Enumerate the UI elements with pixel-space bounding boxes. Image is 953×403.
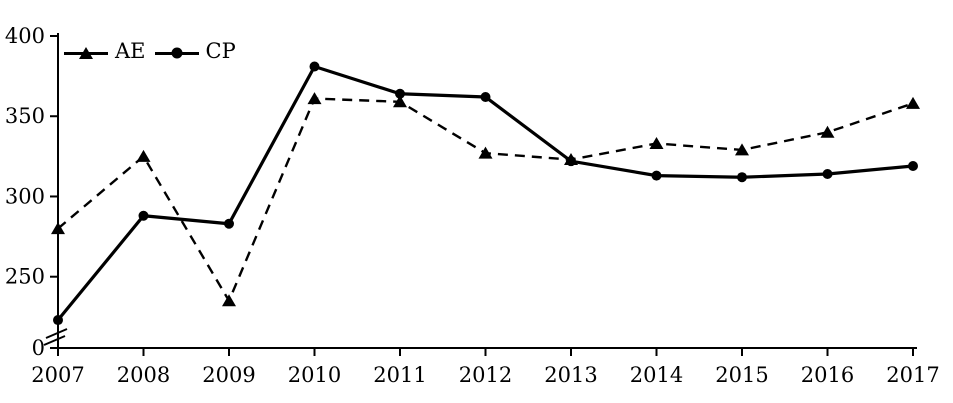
x-tick-label: 2009 — [202, 363, 255, 387]
x-tick-label: 2016 — [801, 363, 854, 387]
y-tick-label: 300 — [5, 184, 45, 208]
ae-marker — [222, 294, 236, 307]
circle-marker-icon — [171, 47, 182, 58]
axis-break-mark — [43, 335, 66, 346]
x-tick-label: 2017 — [886, 363, 939, 387]
cp-marker — [651, 170, 662, 181]
ae-line — [57, 97, 914, 304]
cp-marker — [822, 169, 833, 180]
cp-marker — [908, 160, 918, 171]
y-tick-label: 350 — [5, 104, 45, 128]
cp-marker — [53, 315, 63, 326]
x-tick-label: 2014 — [630, 363, 683, 387]
y-tick-label: 0 — [32, 336, 45, 360]
cp-marker — [737, 172, 747, 183]
ae-marker — [393, 95, 407, 108]
ae-marker — [906, 96, 920, 109]
legend-label-ae: AE — [115, 39, 146, 63]
ae-marker — [820, 125, 835, 138]
legend-item-cp: CP — [154, 39, 236, 64]
cp-line-sample — [154, 46, 199, 60]
y-tick-label: 400 — [5, 24, 45, 48]
y-tick-label: 250 — [5, 265, 45, 289]
x-tick-label: 2011 — [373, 363, 426, 387]
cp-marker — [138, 210, 149, 221]
legend-item-ae: AE — [64, 41, 146, 64]
ae-marker — [478, 146, 493, 159]
legend-label-cp: CP — [205, 39, 236, 63]
x-tick-label: 2008 — [117, 363, 170, 387]
ae-marker — [735, 143, 749, 156]
triangle-marker-icon — [79, 46, 93, 59]
x-tick-label: 2012 — [459, 363, 512, 387]
ae-line-sample — [64, 46, 108, 60]
x-tick-label: 2007 — [31, 363, 84, 387]
ae-marker — [649, 137, 664, 150]
axis-break-mark — [45, 328, 68, 339]
ae-marker — [136, 149, 151, 162]
cp-marker — [224, 218, 234, 229]
x-tick-label: 2013 — [544, 363, 597, 387]
cp-marker — [480, 91, 491, 102]
ae-marker — [307, 92, 322, 105]
chart-legend: AE CP — [64, 41, 236, 64]
cp-line — [56, 64, 914, 322]
ae-marker — [51, 222, 65, 235]
x-tick-label: 2015 — [715, 363, 768, 387]
ae-marker — [564, 153, 578, 166]
cp-marker — [309, 61, 320, 72]
cp-marker — [395, 88, 405, 99]
x-tick-label: 2010 — [288, 363, 341, 387]
